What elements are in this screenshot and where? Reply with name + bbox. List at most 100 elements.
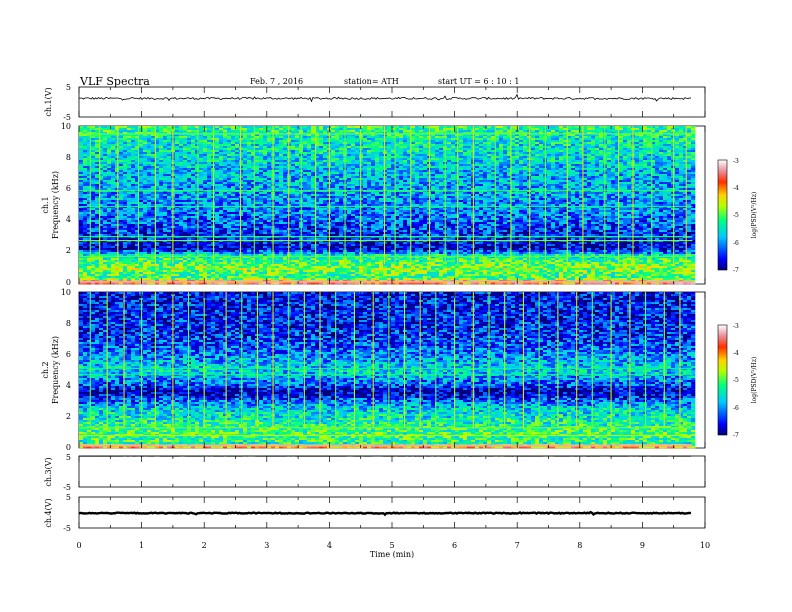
spectrogram-cell [607, 140, 612, 143]
spectrogram-cell [199, 126, 204, 129]
spectrogram-cell [639, 154, 644, 157]
spectrogram-cell [295, 132, 300, 135]
spectrogram-cell [411, 146, 416, 149]
spectrogram-cell [203, 132, 208, 135]
spectrogram-cell [567, 170, 572, 173]
spectrogram-cell [139, 172, 144, 175]
spectrogram-cell [535, 150, 540, 153]
spectrogram-cell [523, 144, 528, 147]
spectrogram-cell [667, 130, 672, 133]
spectrogram-cell [659, 126, 664, 129]
spectrogram-cell [99, 154, 104, 157]
spectrogram-cell [595, 166, 600, 169]
spectrogram-cell [263, 156, 268, 159]
spectrogram-cell [331, 142, 336, 145]
spectrogram-cell [467, 184, 472, 187]
spectrogram-cell [579, 150, 584, 153]
spectrogram-cell [571, 134, 576, 137]
spectrogram-cell [379, 186, 384, 189]
spectrogram-cell [347, 178, 352, 181]
spectrogram-cell [679, 174, 684, 177]
spectrogram-cell [463, 152, 468, 155]
spectrogram-cell [511, 172, 516, 175]
spectrogram-cell [567, 160, 572, 163]
spectrogram-cell [207, 158, 212, 161]
spectrogram-cell [595, 134, 600, 137]
spectrogram-cell [315, 156, 320, 159]
spectrogram-cell [95, 184, 100, 187]
spectrogram-cell [251, 126, 256, 129]
spectrogram-cell [415, 144, 420, 147]
spectrogram-cell [575, 128, 580, 131]
spectrogram-cell [435, 138, 440, 141]
spectrogram-cell [195, 182, 200, 185]
spectrogram-cell [95, 176, 100, 179]
spectrogram-cell [355, 146, 360, 149]
spectrogram-cell [639, 168, 644, 171]
spectrogram-cell [687, 146, 692, 149]
spectrogram-cell [575, 178, 580, 181]
spectrogram-cell [475, 146, 480, 149]
spectrogram-cell [635, 162, 640, 165]
spectrogram-cell [187, 156, 192, 159]
spectrogram-cell [571, 170, 576, 173]
spectrogram-cell [679, 166, 684, 169]
spectrogram-cell [91, 150, 96, 153]
spectrogram-cell [127, 172, 132, 175]
spectrogram-cell [83, 144, 88, 147]
spectrogram-cell [519, 188, 524, 191]
spectrogram-cell [203, 176, 208, 179]
spectrogram-cell [175, 156, 180, 159]
spectrogram-cell [423, 146, 428, 149]
spectrogram-cell [131, 188, 136, 191]
spectrogram-cell [527, 184, 532, 187]
spectrogram-cell [475, 132, 480, 135]
spectrogram-cell [175, 126, 180, 129]
spectrogram-cell [215, 148, 220, 151]
spectrogram-cell [455, 142, 460, 145]
spectrogram-cell [195, 130, 200, 133]
spectrogram-cell [319, 180, 324, 183]
spectrogram-cell [175, 174, 180, 177]
spectrogram-cell [467, 158, 472, 161]
spectrogram-cell [175, 146, 180, 149]
spectrogram-cell [479, 188, 484, 191]
spectrogram-cell [203, 128, 208, 131]
spectrogram-cell [535, 188, 540, 191]
spectrogram-cell [291, 182, 296, 185]
spectrogram-cell [579, 170, 584, 173]
spectrogram-cell [115, 152, 120, 155]
spectrogram-cell [347, 160, 352, 163]
spectrogram-cell [199, 144, 204, 147]
spectrogram-cell [239, 174, 244, 177]
spectrogram-cell [579, 156, 584, 159]
spectrogram-cell [311, 156, 316, 159]
spectrogram-cell [439, 178, 444, 181]
spectrogram-cell [379, 184, 384, 187]
spectrogram-cell [355, 168, 360, 171]
spectrogram-cell [559, 168, 564, 171]
spectrogram-cell [663, 158, 668, 161]
spectrogram-cell [303, 184, 308, 187]
spectrogram-cell [395, 142, 400, 145]
spectrogram-cell [247, 162, 252, 165]
spectrogram-cell [83, 186, 88, 189]
spectrogram-cell [627, 164, 632, 167]
spectrogram-cell [515, 144, 520, 147]
spectrogram-cell [463, 168, 468, 171]
spectrogram-cell [507, 166, 512, 169]
spectrogram-cell [491, 148, 496, 151]
ch1-ytick-top: 5 [66, 83, 71, 92]
spectrogram-cell [675, 166, 680, 169]
spectrogram-cell [247, 132, 252, 135]
spectrogram-cell [135, 136, 140, 139]
spectrogram-cell [395, 158, 400, 161]
spectrogram-cell [259, 166, 264, 169]
spectrogram-cell [323, 148, 328, 151]
spectrogram-cell [231, 172, 236, 175]
spectrogram-cell [411, 172, 416, 175]
spectrogram-cell [555, 160, 560, 163]
spectrogram-cell [251, 138, 256, 141]
spectrogram-cell [639, 172, 644, 175]
spectrogram-cell [239, 132, 244, 135]
